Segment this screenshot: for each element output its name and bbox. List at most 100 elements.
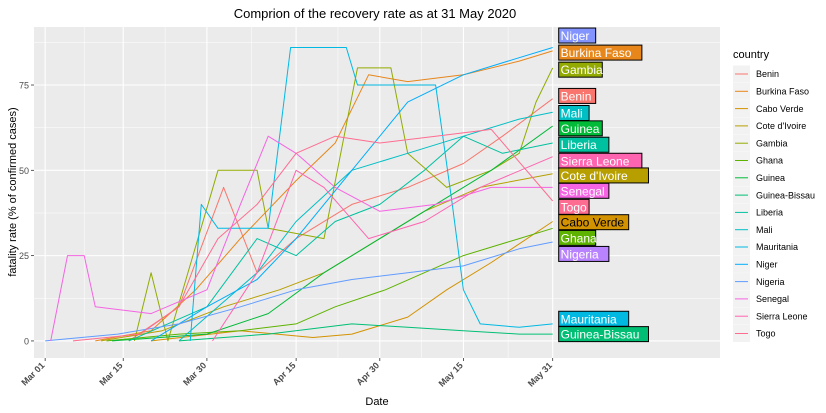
legend-label: Cabo Verde	[756, 104, 804, 114]
end-label: Burkina Faso	[558, 44, 643, 61]
end-label-text: Ghana	[561, 231, 597, 245]
end-label-text: Niger	[561, 29, 590, 43]
x-tick-label: May 31	[526, 360, 554, 388]
legend-label: Nigeria	[756, 277, 785, 287]
y-tick-label: 75	[19, 81, 29, 91]
series-line-togo	[72, 128, 554, 342]
end-label-box	[558, 87, 597, 104]
legend-title: country	[733, 49, 770, 61]
legend-item: Benin	[733, 65, 779, 83]
end-labels: Niger Burkina Faso Gambia Benin Mali Guinea Li…	[558, 27, 649, 343]
end-label-text: Guinea-Bissau	[561, 328, 640, 342]
end-label-text: Mali	[561, 106, 583, 120]
legend-label: Ghana	[756, 156, 783, 166]
x-tick-label: Apr 15	[271, 360, 298, 387]
end-label-text: Cote d'Ivoire	[561, 169, 628, 183]
x-tick-label: Apr 30	[354, 360, 381, 387]
end-label: Guinea	[558, 120, 603, 137]
end-label: Liberia	[558, 136, 610, 153]
x-tick-label: May 15	[437, 360, 465, 388]
legend-label: Burkina Faso	[756, 87, 809, 97]
y-tick-label: 50	[19, 166, 29, 176]
end-label-text: Togo	[561, 200, 587, 214]
end-label: Togo	[558, 198, 590, 215]
series-line-ghana	[106, 227, 553, 342]
series-line-niger	[150, 47, 553, 342]
legend-item: Burkina Faso	[733, 82, 809, 100]
end-label-text: Liberia	[561, 138, 597, 152]
legend-label: Niger	[756, 260, 778, 270]
series-line-gambia	[133, 67, 554, 342]
legend-item: Gambia	[733, 134, 788, 152]
series-line-senegal	[50, 135, 553, 341]
legend-item: Cote d'Ivoire	[733, 117, 806, 135]
legend-item: Togo	[733, 325, 776, 342]
end-label: Senegal	[558, 182, 610, 199]
legend-label: Sierra Leone	[756, 311, 808, 321]
legend-label: Mauritania	[756, 242, 798, 252]
end-label: Nigeria	[558, 245, 610, 262]
legend-item: Cabo Verde	[733, 100, 804, 118]
y-axis-title: fatality rate (% of confirmed cases)	[7, 107, 19, 276]
legend-item: Ghana	[733, 152, 783, 169]
end-label-text: Sierra Leone	[561, 154, 630, 168]
end-label-box	[558, 44, 643, 61]
legend-label: Mali	[756, 225, 773, 235]
x-tick-label: Mar 15	[97, 360, 124, 387]
end-label-text: Mauritania	[561, 312, 617, 326]
end-label-text: Burkina Faso	[561, 46, 632, 60]
end-label: Cote d'Ivoire	[558, 167, 649, 184]
end-label-box	[558, 214, 630, 231]
legend-item: Liberia	[733, 203, 783, 221]
grid-minor	[34, 27, 720, 358]
end-label: Gambia	[558, 61, 603, 78]
end-label-text: Gambia	[561, 63, 603, 77]
legend-item: Niger	[733, 255, 778, 273]
end-label: Ghana	[558, 229, 597, 246]
end-label-text: Cabo Verde	[561, 216, 625, 230]
legend-label: Liberia	[756, 208, 783, 218]
legend-item: Guinea	[733, 169, 785, 187]
end-label-text: Senegal	[561, 184, 605, 198]
end-label: Niger	[558, 27, 597, 44]
end-label: Sierra Leone	[558, 152, 643, 169]
legend: country Benin Burkina Faso Cabo Verde Cote …	[733, 49, 815, 342]
end-label-text: Guinea	[561, 122, 600, 136]
legend-item: Guinea-Bissau	[733, 186, 815, 204]
legend-label: Cote d'Ivoire	[756, 121, 806, 131]
series-line-nigeria	[45, 241, 553, 342]
x-tick-label: Mar 01	[19, 360, 46, 387]
legend-label: Gambia	[756, 138, 788, 148]
end-label: Cabo Verde	[558, 214, 630, 231]
series-line-liberia	[128, 135, 553, 342]
y-axis: 0 25 50 75	[19, 81, 34, 346]
legend-label: Benin	[756, 69, 779, 79]
end-label-box	[558, 61, 603, 78]
legend-item: Senegal	[733, 290, 789, 308]
end-label-box	[558, 245, 610, 262]
legend-label: Togo	[756, 329, 776, 339]
x-axis-title: Date	[365, 396, 388, 408]
end-label-text: Nigeria	[561, 247, 599, 261]
series-lines	[45, 47, 554, 342]
end-label-text: Benin	[561, 89, 592, 103]
end-label-box	[558, 229, 597, 246]
x-tick-label: Mar 30	[181, 360, 208, 387]
end-label: Guinea-Bissau	[558, 326, 649, 343]
y-tick-label: 0	[24, 336, 29, 346]
end-label-box	[558, 326, 649, 343]
end-label-box	[558, 136, 610, 153]
y-tick-label: 25	[19, 251, 29, 261]
series-line-guinea-bissau	[178, 323, 553, 342]
legend-label: Guinea-Bissau	[756, 190, 815, 200]
end-label-box	[558, 120, 603, 137]
end-label-box	[558, 182, 610, 199]
series-line-guinea	[112, 125, 553, 342]
series-line-sierra-leone	[212, 156, 553, 342]
legend-label: Senegal	[756, 294, 789, 304]
legend-label: Guinea	[756, 173, 785, 183]
end-label: Mali	[558, 104, 590, 121]
legend-item: Mauritania	[733, 238, 798, 256]
legend-item: Nigeria	[733, 273, 785, 291]
